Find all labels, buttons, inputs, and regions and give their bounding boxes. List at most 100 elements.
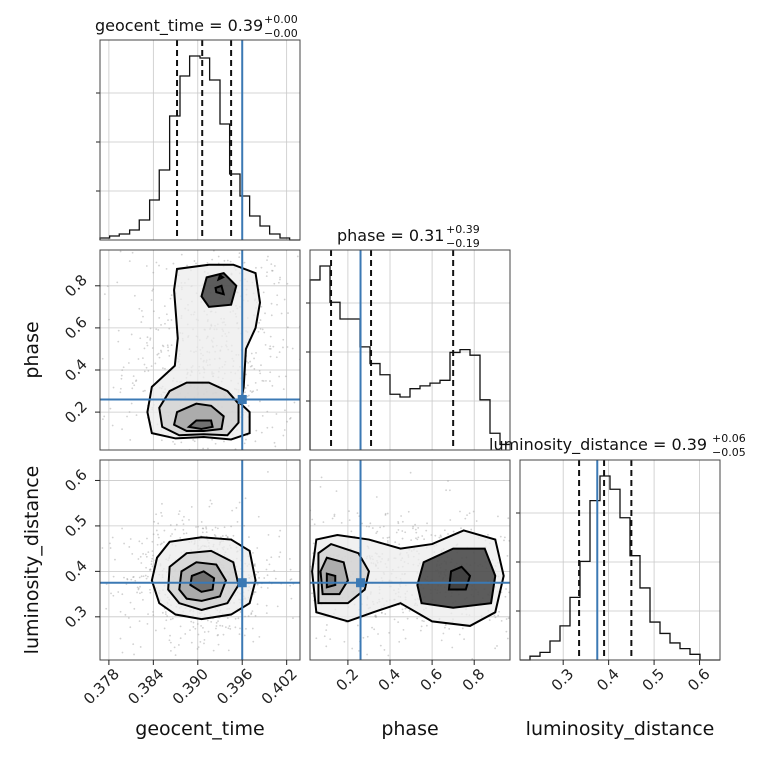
sample-point bbox=[215, 627, 217, 630]
sample-point bbox=[149, 338, 152, 341]
scatter-panel-luminosity_distance-vs-geocent_time bbox=[99, 459, 301, 661]
sample-point bbox=[229, 628, 232, 630]
sample-point bbox=[253, 564, 256, 567]
sample-point bbox=[158, 264, 160, 267]
sample-point bbox=[189, 629, 191, 632]
sample-point bbox=[166, 615, 169, 617]
sample-point bbox=[375, 496, 378, 498]
sample-point bbox=[255, 573, 258, 576]
sample-point bbox=[417, 527, 420, 529]
sample-point bbox=[161, 515, 163, 517]
sample-point bbox=[197, 525, 199, 528]
hist-panel-luminosity_distance bbox=[516, 459, 721, 661]
sample-point bbox=[265, 275, 268, 278]
sample-point bbox=[173, 646, 176, 649]
sample-point bbox=[404, 531, 407, 534]
sample-point bbox=[165, 619, 168, 622]
contour-luminosity_distance_vs_phase-3 bbox=[325, 572, 337, 589]
sample-point bbox=[311, 518, 314, 521]
sample-point bbox=[194, 627, 197, 630]
sample-point bbox=[146, 344, 149, 347]
sample-point bbox=[206, 619, 209, 622]
sample-point bbox=[407, 510, 410, 513]
sample-point bbox=[444, 626, 446, 629]
xtick-label-geocent_time-1: 0.384 bbox=[124, 665, 167, 708]
sample-point bbox=[180, 253, 183, 256]
sample-point bbox=[279, 551, 282, 554]
sample-point bbox=[408, 609, 411, 612]
sample-point bbox=[164, 367, 166, 370]
sample-point bbox=[112, 575, 115, 578]
sample-point bbox=[169, 535, 172, 537]
sample-point bbox=[282, 434, 285, 437]
sample-point bbox=[145, 366, 148, 369]
title-phase-plus: +0.39 bbox=[446, 223, 480, 236]
sample-point bbox=[193, 440, 196, 443]
sample-point bbox=[141, 357, 144, 360]
hist-step-luminosity_distance bbox=[520, 475, 720, 661]
sample-point bbox=[155, 529, 158, 532]
contour-luminosity_distance_vs_phase-5 bbox=[447, 565, 472, 591]
sample-point bbox=[333, 515, 336, 518]
sample-point bbox=[266, 259, 268, 261]
sample-point bbox=[416, 617, 419, 620]
sample-point bbox=[227, 649, 230, 652]
sample-point bbox=[254, 381, 257, 384]
hist-step-phase bbox=[309, 265, 510, 450]
sample-point bbox=[169, 524, 172, 526]
sample-point bbox=[130, 333, 133, 336]
sample-point bbox=[163, 529, 166, 532]
sample-point bbox=[248, 536, 250, 538]
xtick-label-luminosity_distance-3: 0.6 bbox=[684, 665, 714, 695]
sample-point bbox=[498, 610, 500, 613]
sample-point bbox=[238, 252, 241, 255]
sample-point bbox=[112, 594, 115, 597]
sample-point bbox=[286, 282, 289, 285]
sample-point bbox=[221, 625, 224, 627]
sample-point bbox=[422, 620, 425, 623]
sample-point bbox=[137, 558, 140, 560]
sample-point bbox=[132, 375, 135, 378]
sample-point bbox=[215, 625, 218, 627]
sample-point bbox=[236, 520, 239, 523]
sample-point bbox=[417, 536, 420, 539]
sample-point bbox=[127, 617, 130, 619]
sample-point bbox=[196, 623, 199, 625]
sample-point bbox=[106, 285, 109, 288]
sample-point bbox=[138, 576, 141, 579]
sample-point bbox=[463, 638, 465, 641]
sample-point bbox=[442, 632, 445, 635]
sample-point bbox=[146, 575, 149, 578]
sample-point bbox=[175, 523, 178, 526]
sample-point bbox=[121, 428, 123, 431]
sample-point bbox=[108, 318, 110, 321]
frame-hist-phase bbox=[309, 249, 511, 451]
sample-point bbox=[268, 347, 271, 350]
sample-point bbox=[244, 391, 246, 394]
ytick-label-luminosity_distance-1: 0.4 bbox=[61, 557, 91, 587]
sample-point bbox=[146, 341, 148, 344]
sample-point bbox=[278, 351, 281, 354]
sample-point bbox=[210, 620, 213, 623]
sample-point bbox=[387, 654, 390, 657]
sample-point bbox=[254, 563, 256, 566]
sample-point bbox=[311, 592, 313, 595]
sample-point bbox=[117, 329, 120, 332]
sample-point bbox=[120, 374, 123, 377]
sample-point bbox=[274, 445, 277, 448]
sample-point bbox=[119, 637, 122, 640]
sample-point bbox=[255, 351, 257, 354]
sample-point bbox=[250, 612, 253, 614]
frame-hist-geocent_time bbox=[99, 39, 301, 241]
sample-point bbox=[131, 251, 134, 254]
sample-point bbox=[172, 262, 175, 265]
sample-point bbox=[124, 613, 127, 616]
sample-point bbox=[466, 514, 468, 517]
sample-point bbox=[269, 371, 272, 374]
contour-phase_vs_geocent_time-3 bbox=[186, 419, 214, 430]
sample-point bbox=[151, 289, 154, 292]
sample-point bbox=[213, 534, 216, 536]
sample-point bbox=[449, 489, 451, 492]
sample-point bbox=[412, 527, 414, 530]
sample-point bbox=[238, 633, 241, 636]
